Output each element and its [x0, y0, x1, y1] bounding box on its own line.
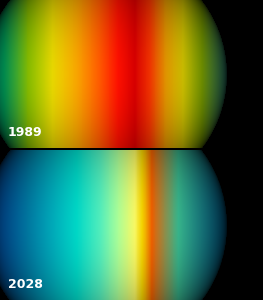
Text: 1989: 1989 [8, 126, 43, 139]
Text: 2028: 2028 [8, 278, 43, 291]
